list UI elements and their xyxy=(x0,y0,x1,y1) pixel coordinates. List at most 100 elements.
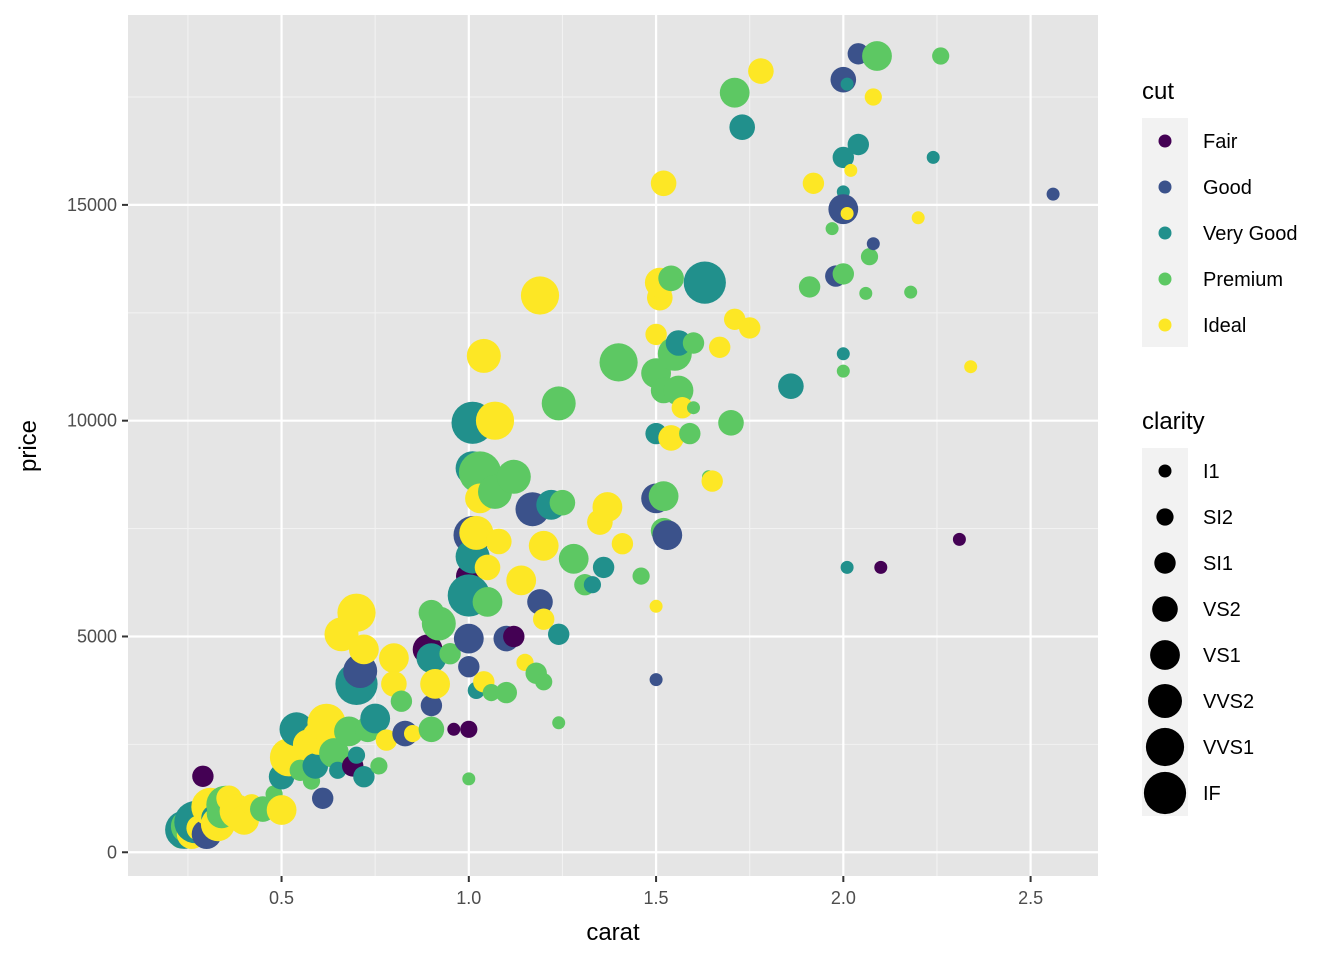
data-point xyxy=(353,766,375,788)
data-point xyxy=(840,207,854,220)
data-point xyxy=(404,725,422,743)
data-point xyxy=(748,58,774,84)
data-point xyxy=(548,623,570,645)
cut-legend-label: Good xyxy=(1203,177,1252,199)
data-point xyxy=(349,634,379,665)
data-point xyxy=(665,330,692,356)
x-tick-label: 0.5 xyxy=(269,888,294,908)
data-point xyxy=(459,515,494,550)
data-point xyxy=(836,364,850,378)
data-point xyxy=(421,606,456,641)
data-point xyxy=(709,336,731,358)
data-point xyxy=(904,285,918,299)
x-tick-label: 2.0 xyxy=(831,888,856,908)
y-axis-title: price xyxy=(15,420,42,472)
data-point xyxy=(475,401,515,440)
data-point xyxy=(266,795,297,825)
x-tick-label: 1.5 xyxy=(644,888,669,908)
y-tick-label: 5000 xyxy=(77,626,117,646)
data-point xyxy=(370,757,388,775)
data-point xyxy=(527,589,553,615)
clarity-legend-key xyxy=(1145,727,1185,767)
data-point xyxy=(862,41,892,71)
data-point xyxy=(453,623,484,654)
data-point xyxy=(506,565,537,596)
data-point xyxy=(486,528,512,555)
data-point xyxy=(652,520,683,550)
clarity-legend-key xyxy=(1156,508,1174,526)
data-point xyxy=(687,401,700,415)
clarity-legend-label: IF xyxy=(1203,783,1221,805)
data-point xyxy=(418,716,445,743)
x-tick-label: 2.5 xyxy=(1018,888,1043,908)
data-point xyxy=(632,567,650,585)
clarity-legend-label: SI1 xyxy=(1203,553,1233,575)
data-point xyxy=(701,470,723,492)
data-point xyxy=(592,492,623,522)
y-tick-label: 15000 xyxy=(67,195,117,215)
data-point xyxy=(719,77,750,108)
data-point xyxy=(592,556,615,579)
data-point xyxy=(729,114,755,140)
data-point xyxy=(658,425,684,451)
y-tick-label: 0 xyxy=(107,842,117,862)
data-point xyxy=(496,459,531,494)
y-axis: 0 5000 10000 15000 xyxy=(67,195,128,862)
clarity-legend-key xyxy=(1158,464,1172,478)
data-point xyxy=(798,276,821,298)
clarity-legend-key xyxy=(1150,640,1180,670)
data-point xyxy=(840,77,854,91)
clarity-legend-label: VVS2 xyxy=(1203,691,1254,713)
data-point xyxy=(802,172,825,194)
cut-legend-label: Fair xyxy=(1203,131,1238,153)
x-axis: 0.5 1.0 1.5 2.0 2.5 xyxy=(269,876,1043,908)
data-point xyxy=(312,787,334,809)
data-point xyxy=(319,738,349,768)
cut-legend-title: cut xyxy=(1142,78,1174,105)
data-point xyxy=(549,489,576,516)
data-point xyxy=(911,211,925,225)
cut-legend-key xyxy=(1158,134,1172,148)
data-point xyxy=(558,543,589,574)
data-point xyxy=(495,681,517,704)
data-point xyxy=(420,669,450,699)
data-point xyxy=(460,720,478,738)
data-point xyxy=(859,286,873,300)
data-point xyxy=(379,643,409,673)
data-point xyxy=(447,722,461,736)
data-point xyxy=(658,265,684,292)
cut-legend-label: Premium xyxy=(1203,269,1283,291)
clarity-legend-key xyxy=(1152,596,1178,622)
data-point xyxy=(599,343,638,382)
data-point xyxy=(648,481,679,512)
data-point xyxy=(832,263,854,285)
data-point xyxy=(416,643,447,673)
cut-legend-label: Ideal xyxy=(1203,315,1246,337)
data-point xyxy=(778,373,804,400)
data-point xyxy=(825,222,839,236)
data-point xyxy=(533,608,555,630)
data-point xyxy=(482,684,500,702)
data-point xyxy=(552,716,566,730)
cut-legend-key xyxy=(1158,318,1172,332)
data-point xyxy=(874,560,888,574)
data-point xyxy=(860,248,879,266)
clarity-legend-label: I1 xyxy=(1203,461,1220,483)
data-point xyxy=(520,276,560,315)
data-point xyxy=(649,673,663,687)
data-point xyxy=(864,88,882,106)
x-axis-title: carat xyxy=(586,919,640,946)
clarity-legend-key xyxy=(1154,552,1176,574)
data-point xyxy=(866,237,880,251)
data-point xyxy=(964,360,978,374)
clarity-legend-label: VVS1 xyxy=(1203,737,1254,759)
y-tick-label: 10000 xyxy=(67,411,117,431)
clarity-legend-key xyxy=(1143,771,1187,815)
data-point xyxy=(844,163,858,177)
data-point xyxy=(836,347,850,361)
data-point xyxy=(1046,187,1060,201)
data-point xyxy=(474,554,501,581)
x-tick-label: 1.0 xyxy=(456,888,481,908)
data-point xyxy=(458,656,480,678)
